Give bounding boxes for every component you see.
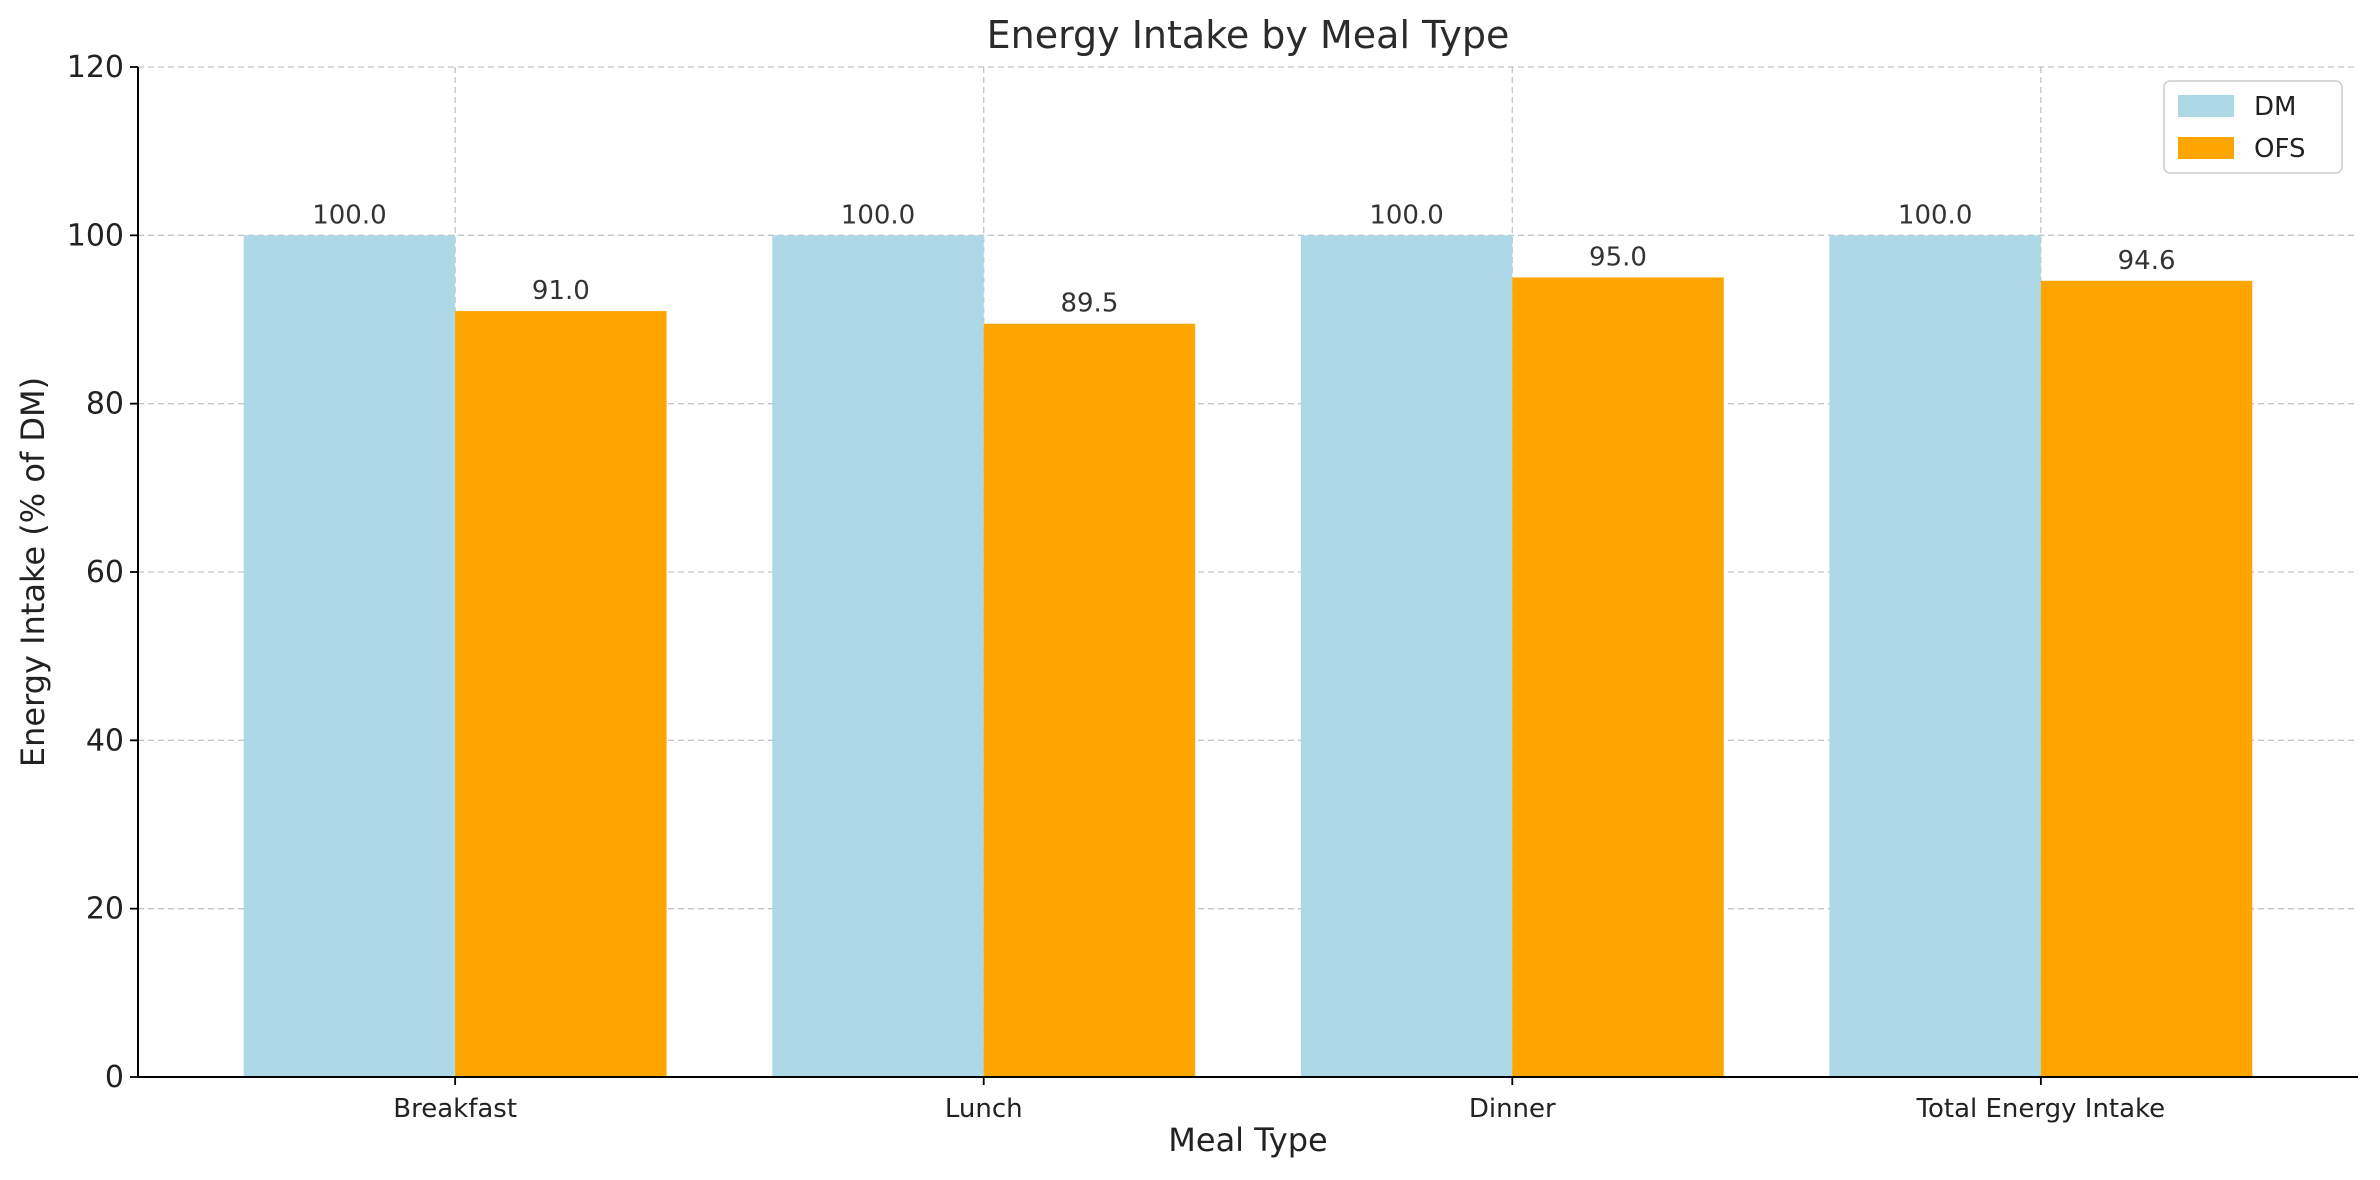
bars [243,235,2253,1078]
data-label: 89.5 [1060,289,1118,319]
y-tick-label: 80 [86,387,124,422]
legend-label-dm: DM [2254,92,2296,122]
data-label: 100.0 [312,200,386,230]
x-axis-title: Meal Type [1168,1121,1327,1159]
y-tick-label: 60 [86,555,124,590]
x-tick-label: Breakfast [393,1094,517,1124]
bar-ofs-dinner [1512,277,1724,1078]
y-tick-label: 40 [86,723,124,758]
data-label: 100.0 [1898,200,1972,230]
axes: 0 20 40 60 80 100 120 Breakfast Lunch Dinner Total… [67,50,2358,1124]
y-axis-title: Energy Intake (% of DM) [14,377,52,767]
legend-swatch-dm [2178,95,2234,117]
bar-dm-dinner [1300,235,1513,1078]
data-label: 95.0 [1589,242,1647,272]
legend: DM OFS [2163,80,2343,174]
x-tick-label: Lunch [945,1094,1023,1124]
legend-frame [2163,80,2343,174]
y-tick-label: 120 [67,50,124,85]
y-tick-label: 100 [67,218,124,253]
chart-title: Energy Intake by Meal Type [987,13,1510,57]
x-tick-label: Total Energy Intake [1916,1094,2166,1124]
data-labels: 100.0 100.0 100.0 100.0 91.0 89.5 95.0 94.6 [312,200,2175,318]
y-tick-label: 20 [86,892,124,927]
bar-dm-breakfast [243,235,456,1078]
data-label: 94.6 [2118,246,2176,276]
bar-ofs-total-energy-intake [2040,280,2253,1077]
bar-ofs-breakfast [455,311,667,1077]
data-label: 100.0 [1369,200,1443,230]
bar-dm-lunch [772,235,984,1078]
bar-ofs-lunch [983,323,1196,1077]
x-tick-label: Dinner [1469,1094,1556,1124]
y-tick-label: 0 [105,1060,124,1095]
bar-dm-total-energy-intake [1829,235,2041,1078]
legend-swatch-ofs [2178,137,2234,159]
data-label: 91.0 [532,276,590,306]
legend-label-ofs: OFS [2254,134,2305,164]
data-label: 100.0 [841,200,915,230]
